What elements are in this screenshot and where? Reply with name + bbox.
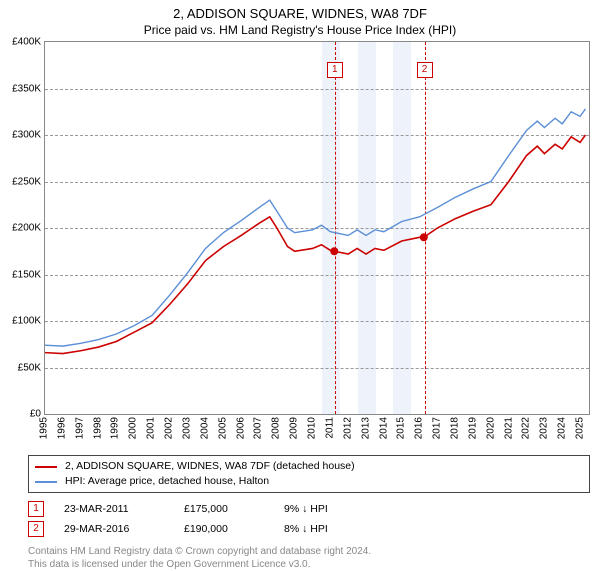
legend-label: HPI: Average price, detached house, Halt… xyxy=(65,474,269,489)
x-axis-label: 1998 xyxy=(92,417,103,439)
x-axis-label: 2021 xyxy=(503,417,514,439)
y-axis-label: £400K xyxy=(12,37,41,48)
x-axis-label: 2011 xyxy=(324,417,335,439)
tx-delta: 9% ↓ HPI xyxy=(284,503,328,515)
tx-delta: 8% ↓ HPI xyxy=(284,523,328,535)
legend-swatch xyxy=(35,481,57,483)
x-axis-label: 2001 xyxy=(146,417,157,439)
x-axis-label: 2003 xyxy=(181,417,192,439)
attribution: Contains HM Land Registry data © Crown c… xyxy=(28,545,590,571)
x-axis-label: 1995 xyxy=(39,417,50,439)
y-axis-label: £350K xyxy=(12,83,41,94)
x-axis-labels: 1995199619971998199920002001200220032004… xyxy=(44,415,590,449)
tx-price: £190,000 xyxy=(184,523,264,535)
table-row: 1 23-MAR-2011 £175,000 9% ↓ HPI xyxy=(28,499,590,519)
x-axis-label: 2000 xyxy=(128,417,139,439)
y-axis-label: £100K xyxy=(12,316,41,327)
price-chart: £0£50K£100K£150K£200K£250K£300K£350K£400… xyxy=(44,41,590,415)
x-axis-label: 2016 xyxy=(414,417,425,439)
y-axis-label: £200K xyxy=(12,223,41,234)
x-axis-label: 2012 xyxy=(342,417,353,439)
y-axis-label: £150K xyxy=(12,269,41,280)
legend-row: HPI: Average price, detached house, Halt… xyxy=(35,474,583,489)
x-axis-label: 2010 xyxy=(307,417,318,439)
tx-date: 23-MAR-2011 xyxy=(64,503,164,515)
transaction-table: 1 23-MAR-2011 £175,000 9% ↓ HPI 2 29-MAR… xyxy=(28,499,590,539)
table-row: 2 29-MAR-2016 £190,000 8% ↓ HPI xyxy=(28,519,590,539)
x-axis-label: 2014 xyxy=(378,417,389,439)
x-axis-label: 2023 xyxy=(539,417,550,439)
x-axis-label: 2024 xyxy=(557,417,568,439)
tx-date: 29-MAR-2016 xyxy=(64,523,164,535)
x-axis-label: 2005 xyxy=(217,417,228,439)
x-axis-label: 2022 xyxy=(521,417,532,439)
x-axis-label: 1999 xyxy=(110,417,121,439)
x-axis-label: 2009 xyxy=(289,417,300,439)
attribution-line: Contains HM Land Registry data © Crown c… xyxy=(28,545,590,558)
y-axis-label: £300K xyxy=(12,130,41,141)
marker-badge: 2 xyxy=(28,521,44,537)
legend-row: 2, ADDISON SQUARE, WIDNES, WA8 7DF (deta… xyxy=(35,459,583,474)
x-axis-label: 2025 xyxy=(575,417,586,439)
legend-swatch xyxy=(35,466,57,468)
x-axis-label: 2020 xyxy=(485,417,496,439)
x-axis-label: 2018 xyxy=(449,417,460,439)
x-axis-label: 2006 xyxy=(235,417,246,439)
x-axis-label: 2019 xyxy=(467,417,478,439)
x-axis-label: 2002 xyxy=(164,417,175,439)
y-axis-label: £250K xyxy=(12,176,41,187)
x-axis-label: 2008 xyxy=(271,417,282,439)
x-axis-label: 2007 xyxy=(253,417,264,439)
y-axis-label: £50K xyxy=(18,362,41,373)
tx-price: £175,000 xyxy=(184,503,264,515)
page-title: 2, ADDISON SQUARE, WIDNES, WA8 7DF xyxy=(0,0,600,21)
x-axis-label: 2013 xyxy=(360,417,371,439)
legend-label: 2, ADDISON SQUARE, WIDNES, WA8 7DF (deta… xyxy=(65,459,355,474)
x-axis-label: 1996 xyxy=(56,417,67,439)
chart-legend: 2, ADDISON SQUARE, WIDNES, WA8 7DF (deta… xyxy=(28,455,590,493)
page-subtitle: Price paid vs. HM Land Registry's House … xyxy=(0,21,600,41)
x-axis-label: 2017 xyxy=(432,417,443,439)
marker-badge: 1 xyxy=(28,501,44,517)
x-axis-label: 1997 xyxy=(74,417,85,439)
x-axis-label: 2004 xyxy=(199,417,210,439)
x-axis-label: 2015 xyxy=(396,417,407,439)
